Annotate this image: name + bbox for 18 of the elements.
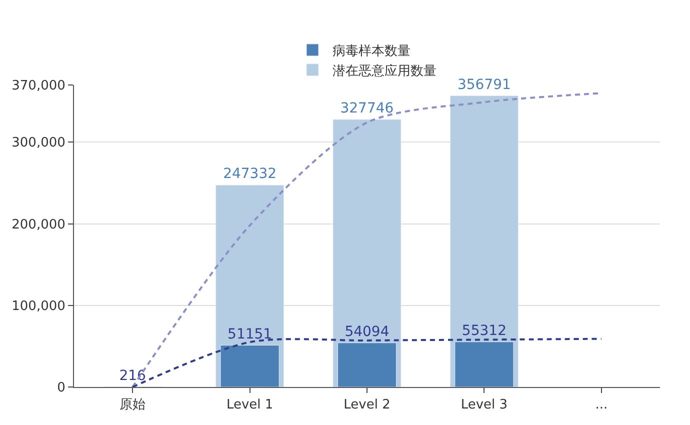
x-tick-label: Level 2 (344, 398, 390, 413)
data-label: 55312 (462, 322, 506, 339)
data-label: 247332 (223, 166, 277, 182)
y-tick-label: 300,000 (12, 136, 66, 151)
legend-label: 潜在恶意应用数量 (332, 62, 436, 79)
y-tick-label: 200,000 (12, 217, 66, 232)
data-label: 327746 (340, 100, 394, 116)
x-tick-label: Level 3 (460, 398, 508, 413)
legend-label: 病毒样本数量 (332, 44, 410, 60)
data-label: 54094 (344, 324, 390, 340)
y-tick-label: 0 (57, 380, 66, 396)
y-tick-label: 370,000 (12, 78, 66, 94)
data-label: 51151 (228, 326, 272, 342)
x-tick-label: Level 1 (226, 398, 274, 413)
data-label: 356791 (457, 76, 511, 93)
x-tick-label: ... (595, 398, 608, 413)
y-tick-label: 100,000 (12, 298, 66, 314)
x-tick-label: 原始 (120, 398, 146, 413)
